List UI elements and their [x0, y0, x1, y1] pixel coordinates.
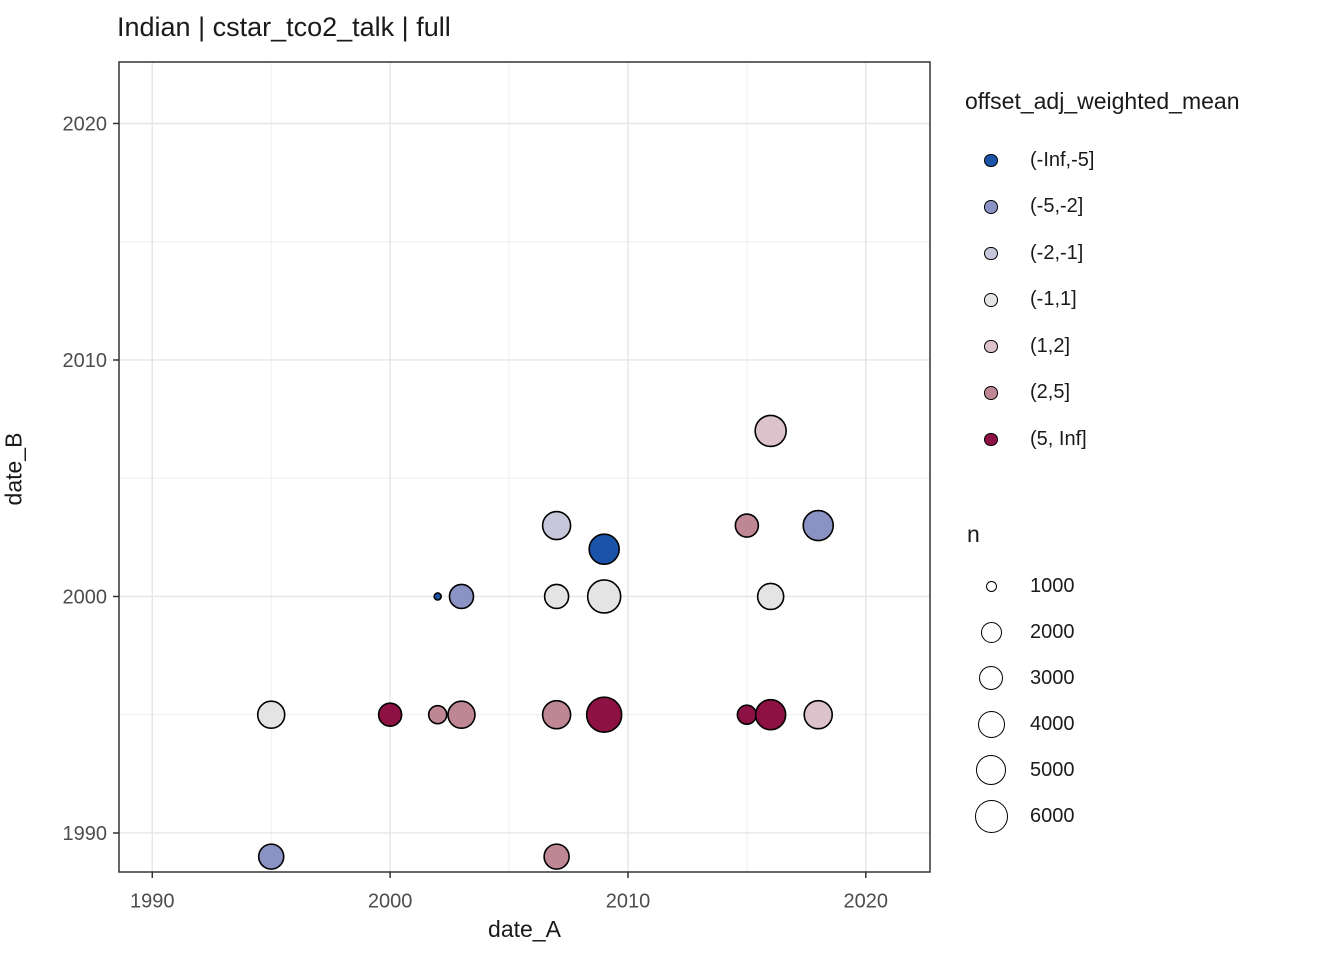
legend-key-column: [965, 386, 1017, 400]
data-point: [377, 702, 403, 728]
x-tick-label: 1990: [130, 891, 175, 913]
legend-item-label: 5000: [1030, 758, 1075, 781]
data-point: [543, 843, 570, 870]
legend-item-label: (1,2]: [1030, 334, 1071, 357]
legend-size-circle-icon: [979, 666, 1003, 690]
legend-item-label: 1000: [1030, 574, 1075, 597]
legend-color-dot-icon: [984, 246, 998, 260]
color-legend-item: (-1,1]: [965, 277, 1094, 324]
color-legend: (-Inf,-5] (-5,-2] (-2,-1] (-1,1] (1,2] (2,5] (…: [965, 137, 1094, 463]
legend-color-dot-icon: [984, 153, 998, 167]
data-point: [754, 414, 787, 448]
legend-key-column: [965, 246, 1017, 260]
data-point: [541, 699, 572, 730]
color-legend-item: (2,5]: [965, 370, 1094, 417]
y-tick-label: 2010: [63, 350, 108, 372]
data-point: [543, 583, 570, 610]
legend-key-column: [965, 710, 1017, 738]
size-legend: 1000 2000 3000 4000 5000 6000: [965, 563, 1075, 839]
legend-key-column: [965, 432, 1017, 446]
legend-color-dot-icon: [984, 386, 998, 400]
legend-item-label: 6000: [1030, 804, 1075, 827]
color-legend-item: (5, Inf]: [965, 416, 1094, 463]
x-tick-label: 2000: [368, 891, 413, 913]
data-point: [447, 700, 476, 730]
size-legend-item: 3000: [965, 655, 1075, 701]
data-point: [802, 509, 835, 542]
color-legend-item: (-5,-2]: [965, 184, 1094, 231]
color-legend-item: (-Inf,-5]: [965, 137, 1094, 184]
color-legend-item: (1,2]: [965, 323, 1094, 370]
y-tick-label: 1990: [63, 823, 108, 845]
size-legend-item: 5000: [965, 747, 1075, 793]
size-legend-item: 4000: [965, 701, 1075, 747]
size-legend-item: 2000: [965, 609, 1075, 655]
size-legend-item: 1000: [965, 563, 1075, 609]
legend-item-label: (-2,-1]: [1030, 241, 1084, 264]
legend-item-label: (2,5]: [1030, 381, 1071, 404]
data-point: [257, 843, 285, 870]
size-legend-title: n: [967, 521, 980, 547]
legend-item-label: (5, Inf]: [1030, 427, 1087, 450]
data-point: [256, 700, 286, 730]
legend-item-label: 3000: [1030, 666, 1075, 689]
data-point: [736, 704, 758, 726]
legend-key-column: [965, 666, 1017, 690]
color-legend-item: (-2,-1]: [965, 230, 1094, 277]
data-point: [585, 696, 623, 734]
legend-color-dot-icon: [984, 293, 998, 307]
data-point: [586, 579, 622, 614]
legend-key-column: [965, 153, 1017, 167]
panel-border: [118, 61, 931, 873]
x-axis-title: date_A: [488, 916, 561, 942]
legend-size-circle-icon: [974, 799, 1008, 833]
legend-item-label: 4000: [1030, 712, 1075, 735]
data-point: [588, 533, 620, 565]
legend-key-column: [965, 799, 1017, 833]
legend-item-label: (-1,1]: [1030, 288, 1077, 311]
data-point: [734, 513, 760, 538]
legend-key-column: [965, 755, 1017, 785]
data-point: [541, 510, 572, 541]
legend-item-label: (-Inf,-5]: [1030, 148, 1095, 171]
data-point: [754, 698, 787, 731]
panel-background: [119, 62, 930, 872]
legend-key-column: [965, 200, 1017, 214]
legend-size-circle-icon: [976, 755, 1006, 785]
chart-title: Indian | cstar_tco2_talk | full: [117, 12, 451, 42]
legend-key-column: [965, 580, 1017, 592]
x-tick-label: 2010: [606, 891, 651, 913]
data-point: [427, 704, 448, 725]
y-axis-title: date_B: [0, 432, 27, 506]
legend-item-label: (-5,-2]: [1030, 195, 1084, 218]
legend-color-dot-icon: [984, 200, 998, 214]
legend-size-circle-icon: [985, 580, 997, 592]
data-point: [756, 582, 785, 611]
size-legend-item: 6000: [965, 793, 1075, 839]
data-point: [803, 699, 834, 730]
y-tick-label: 2020: [63, 113, 108, 135]
legend-key-column: [965, 293, 1017, 307]
legend-item-label: 2000: [1030, 620, 1075, 643]
data-point: [433, 592, 442, 601]
legend-size-circle-icon: [977, 710, 1005, 738]
legend-color-dot-icon: [984, 339, 998, 353]
legend-color-dot-icon: [984, 432, 998, 446]
x-tick-label: 2020: [844, 891, 889, 913]
color-legend-title: offset_adj_weighted_mean: [965, 88, 1240, 114]
legend-key-column: [965, 621, 1017, 643]
data-point: [448, 583, 475, 610]
y-tick-label: 2000: [63, 586, 108, 608]
legend-size-circle-icon: [980, 621, 1002, 643]
legend-key-column: [965, 339, 1017, 353]
